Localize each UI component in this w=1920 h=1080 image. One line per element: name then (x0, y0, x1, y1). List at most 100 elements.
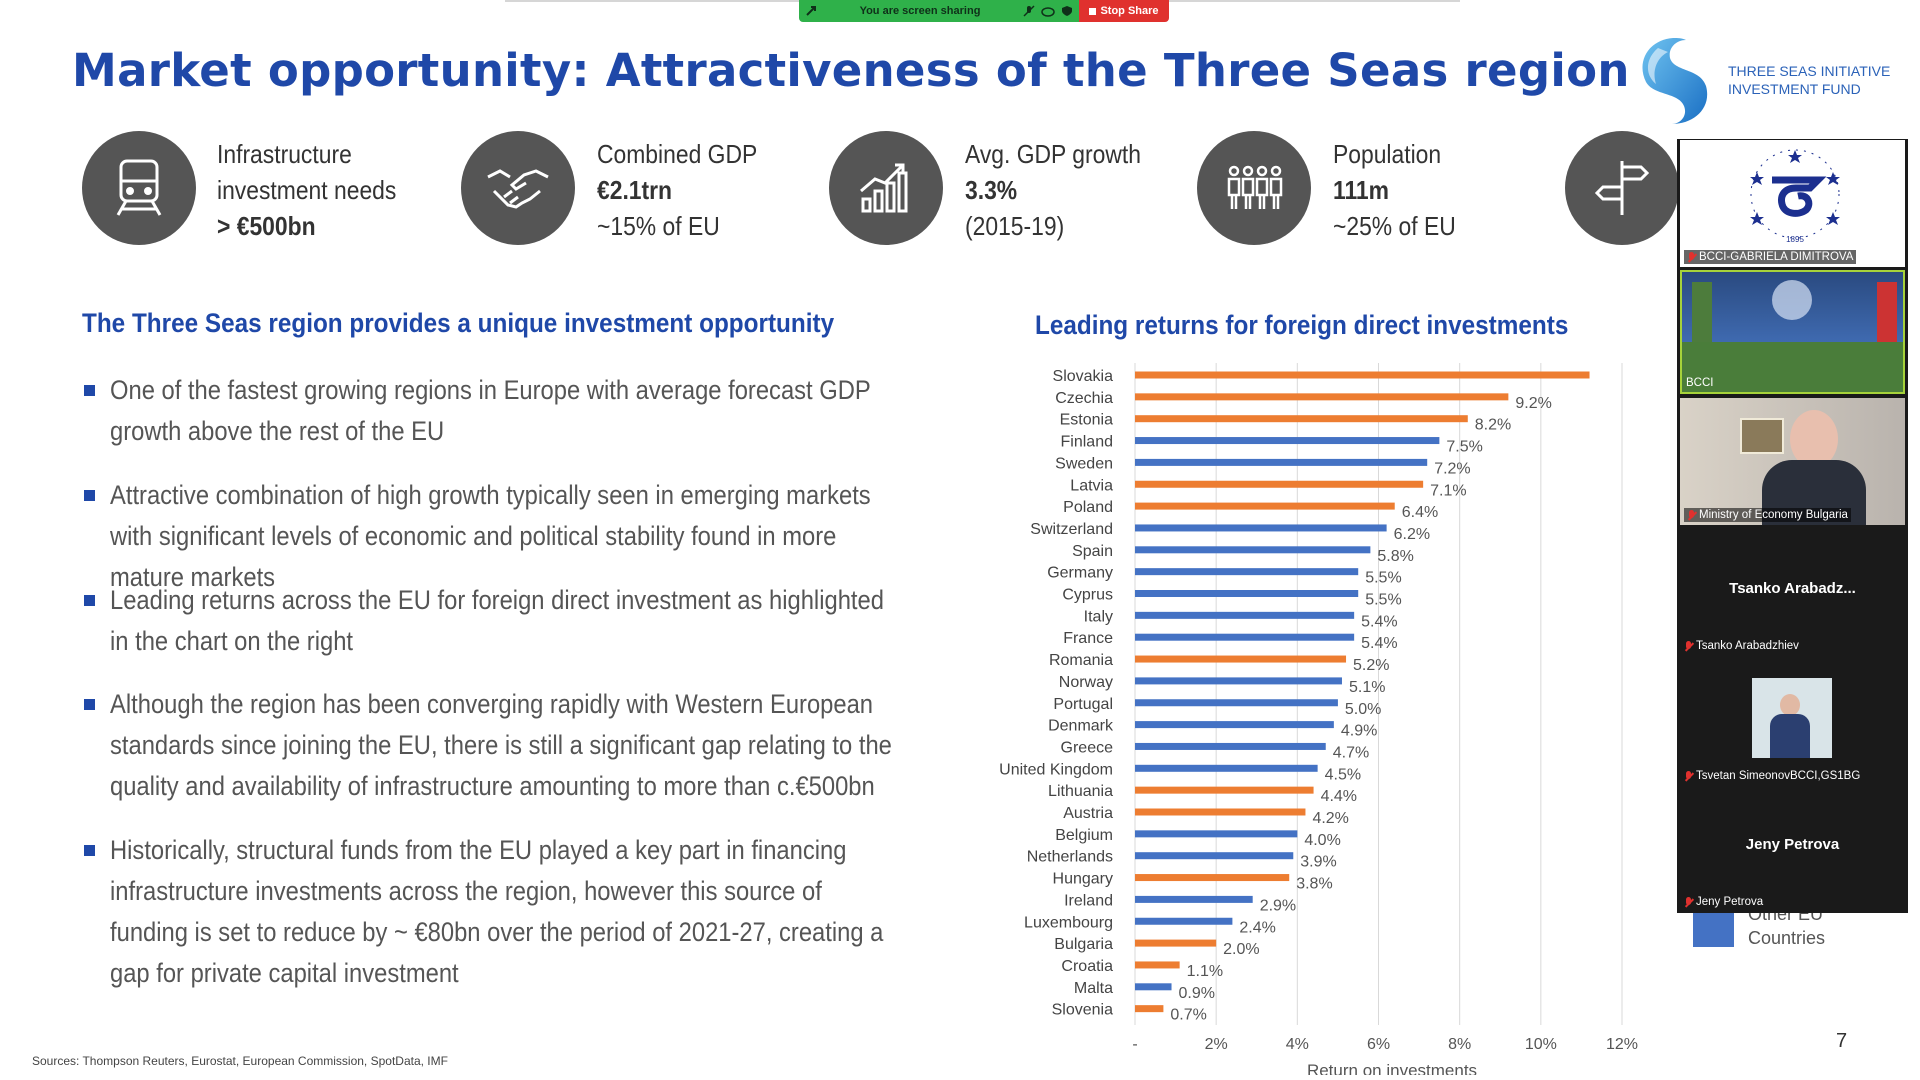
participant-tile[interactable]: 1895 BCCI-GABRIELA DIMITROVA (1680, 140, 1905, 267)
cloud-icon[interactable] (1041, 5, 1055, 17)
data-label: 4.5% (1325, 766, 1361, 783)
y-category-label: Sweden (1055, 455, 1113, 472)
y-category-label: Norway (1059, 674, 1113, 691)
kpi-label: Infrastructure (217, 139, 352, 169)
bcci-logo-icon: 1895 (1750, 149, 1840, 244)
participant-name: BCCI-GABRIELA DIMITROVA (1684, 250, 1857, 264)
mic-muted-icon (1684, 640, 1693, 652)
y-category-label: Denmark (1048, 718, 1114, 735)
x-tick-label: 10% (1525, 1036, 1557, 1053)
kpi-gdp: Combined GDP €2.1trn ~15% of EU (597, 136, 757, 244)
mic-muted-icon (1687, 251, 1696, 263)
y-category-label: Slovenia (1052, 1002, 1113, 1019)
y-category-label: Estonia (1060, 412, 1113, 429)
data-label: 3.8% (1296, 876, 1332, 893)
data-label: 2.4% (1239, 919, 1275, 936)
page-number: 7 (1836, 1030, 1848, 1052)
y-category-label: Belgium (1055, 827, 1113, 844)
participant-tile-active[interactable]: BCCI (1680, 270, 1905, 394)
svg-text:1895: 1895 (1786, 235, 1804, 244)
sources-note: Sources: Thompson Reuters, Eurostat, Eur… (32, 1054, 448, 1068)
y-category-label: Ireland (1064, 892, 1113, 909)
stop-icon (1089, 7, 1097, 15)
participant-tile[interactable]: Tsanko Arabadz... Tsanko Arabadzhiev (1680, 528, 1905, 655)
x-tick-label: 4% (1286, 1036, 1309, 1053)
stop-share-button[interactable]: Stop Share (1079, 0, 1169, 22)
kpi-label: Population (1333, 139, 1442, 169)
bar (1135, 633, 1355, 641)
sharing-text: You are screen sharing (859, 5, 981, 17)
participant-name: Tsvetan SimeonovBCCI,GS1BG (1684, 770, 1860, 782)
participant-tile[interactable]: Tsvetan SimeonovBCCI,GS1BG (1680, 658, 1905, 785)
bullet-text: Although the region has been converging … (110, 689, 892, 801)
y-category-label: Lithuania (1048, 783, 1113, 800)
bar (1135, 699, 1338, 707)
fdi-returns-bar-chart: - 2% 4% 6% 8% 10% 12% Slovakia Czechia 9.2% Estoni… (999, 363, 1638, 1075)
kpi-label: investment needs (217, 175, 397, 205)
three-seas-logo-icon (1642, 38, 1708, 124)
bar (1135, 677, 1342, 685)
bullet-marker (84, 845, 95, 856)
mic-muted-icon[interactable] (1023, 5, 1035, 17)
x-tick-label: 6% (1367, 1036, 1390, 1053)
handshake-icon (487, 169, 549, 209)
kpi-label: ~15% of EU (597, 211, 720, 241)
participant-tile[interactable]: Jeny Petrova Jeny Petrova (1680, 786, 1905, 911)
kpi-label: (2015-19) (965, 211, 1065, 241)
data-label: 4.9% (1341, 723, 1377, 740)
participant-name-text: BCCI (1686, 377, 1714, 389)
data-label: 4.2% (1312, 810, 1348, 827)
y-category-label: Portugal (1053, 696, 1113, 713)
people-icon (1227, 165, 1283, 209)
chart-title: Leading returns for foreign direct inves… (1035, 310, 1569, 340)
participant-tile[interactable]: Ministry of Economy Bulgaria (1680, 398, 1905, 525)
people-icon-circle (1197, 131, 1311, 245)
data-label: 5.5% (1365, 570, 1401, 587)
data-label: 3.9% (1300, 854, 1336, 871)
data-label: 7.5% (1446, 439, 1482, 456)
signpost-icon-circle (1565, 131, 1679, 245)
y-category-label: Switzerland (1030, 521, 1113, 538)
data-label: 0.7% (1170, 1007, 1206, 1024)
y-category-label: Slovakia (1053, 368, 1114, 385)
y-category-label: Czechia (1055, 390, 1113, 407)
bar (1135, 895, 1253, 903)
bullet-text: One of the fastest growing regions in Eu… (110, 375, 871, 446)
y-category-label: Greece (1061, 739, 1114, 756)
y-category-label: Luxembourg (1024, 914, 1113, 931)
logo-text: THREE SEAS INITIATIVE INVESTMENT FUND (1728, 62, 1890, 98)
kpi-label: Avg. GDP growth (965, 139, 1141, 169)
kpi-label: ~25% of EU (1333, 211, 1456, 241)
data-label: 5.4% (1361, 613, 1397, 630)
kpi-label: Combined GDP (597, 139, 758, 169)
y-category-label: Austria (1063, 805, 1113, 822)
participant-name-text: Ministry of Economy Bulgaria (1699, 509, 1848, 521)
y-category-label: Germany (1047, 565, 1113, 582)
bar (1135, 437, 1440, 445)
shield-icon[interactable] (1061, 5, 1073, 17)
participant-name-text: Jeny Petrova (1696, 896, 1764, 908)
kpi-gdp-growth: Avg. GDP growth 3.3% (2015-19) (965, 136, 1141, 244)
x-tick-label: 12% (1606, 1036, 1638, 1053)
participant-name: BCCI (1686, 377, 1713, 389)
wall-picture (1740, 418, 1784, 454)
y-category-label: Poland (1063, 499, 1113, 516)
participant-thumbnail (1752, 678, 1832, 758)
bullet-marker (84, 595, 95, 606)
participant-display-name: Tsanko Arabadz... (1729, 580, 1856, 597)
kpi-value: > €500bn (217, 211, 316, 241)
bar (1135, 983, 1172, 991)
bar (1135, 852, 1294, 860)
participant-display-name: Jeny Petrova (1745, 836, 1840, 853)
bar (1135, 546, 1371, 554)
conference-table (1682, 342, 1903, 392)
bar (1135, 874, 1290, 882)
kpi-value: 3.3% (965, 175, 1018, 205)
data-label: 6.2% (1394, 526, 1430, 543)
data-label: 7.2% (1434, 460, 1470, 477)
x-axis-title: Return on investments (1307, 1061, 1477, 1075)
participant-name-text: Tsvetan SimeonovBCCI,GS1BG (1696, 770, 1861, 782)
data-label: 2.9% (1260, 897, 1296, 914)
x-tick-label: 2% (1205, 1036, 1228, 1053)
data-label: 5.5% (1365, 592, 1401, 609)
